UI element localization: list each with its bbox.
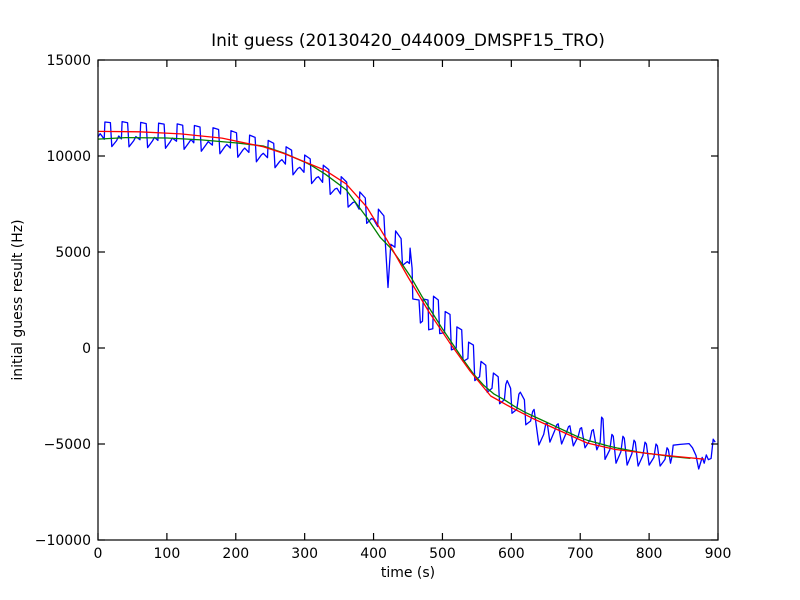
y-axis-label: initial guess result (Hz) [10, 219, 26, 380]
x-tick-label: 500 [429, 546, 456, 562]
x-tick-label: 900 [705, 546, 732, 562]
x-tick-label: 400 [360, 546, 387, 562]
x-tick-label: 300 [291, 546, 318, 562]
y-tick-label: −5000 [44, 437, 91, 453]
x-axis-label: time (s) [381, 565, 435, 581]
chart-title: Init guess (20130420_044009_DMSPF15_TRO) [211, 31, 605, 51]
y-tick-label: 0 [82, 341, 91, 357]
y-tick-label: −10000 [35, 533, 91, 549]
tick-marks [97, 59, 719, 541]
x-tick-label: 600 [498, 546, 525, 562]
x-tick-label: 100 [154, 546, 181, 562]
series-smooth-curve-red [97, 130, 705, 460]
tick-labels: 0 100 200 300 400 500 600 700 800 900 −10000 −5000 0… [35, 53, 732, 562]
x-tick-label: 200 [222, 546, 249, 562]
axes-background [98, 60, 718, 540]
series-lines [97, 120, 716, 470]
y-tick-label: 5000 [55, 245, 91, 261]
x-tick-label: 800 [636, 546, 663, 562]
x-tick-label: 700 [567, 546, 594, 562]
y-tick-label: 10000 [46, 149, 91, 165]
y-tick-label: 15000 [46, 53, 91, 69]
x-tick-label: 0 [94, 546, 103, 562]
axes-frame [97, 59, 719, 541]
